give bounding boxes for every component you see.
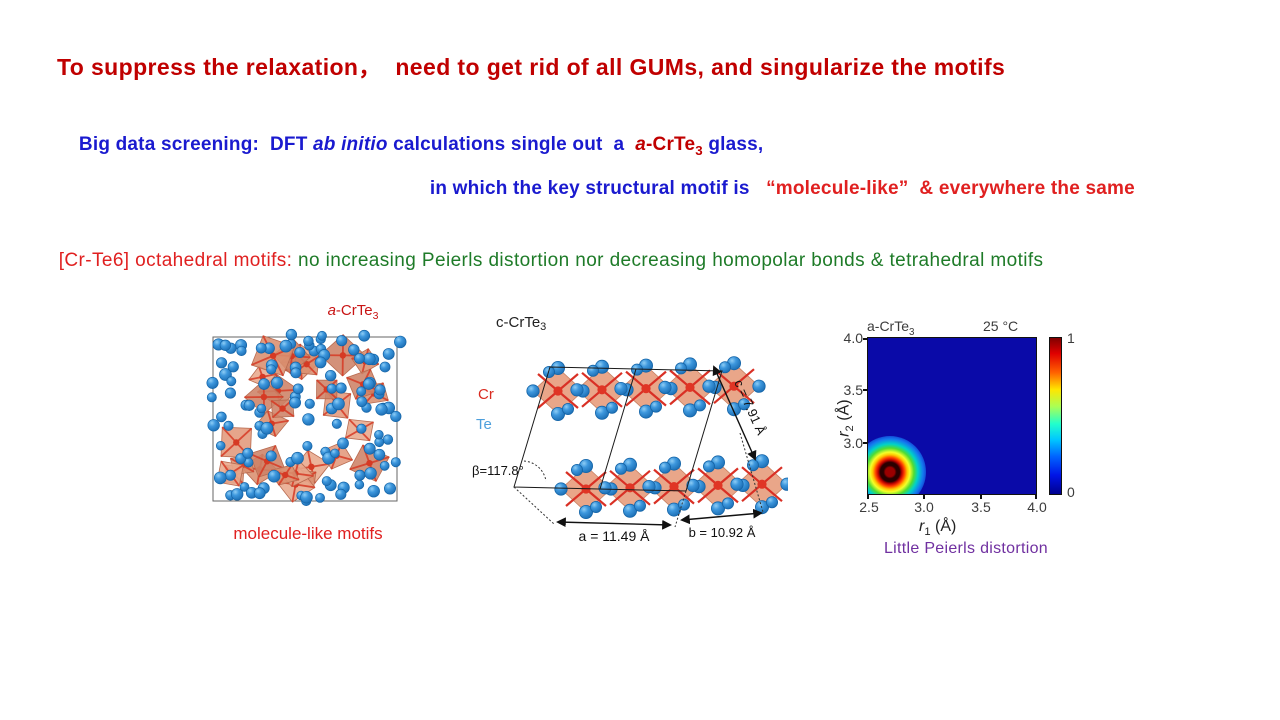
motif-description-line: [Cr-Te6] octahedral motifs: no increasin… — [36, 228, 1043, 294]
motif-text: no increasing Peierls distortion nor dec… — [298, 250, 1044, 271]
heatmap-hotspot — [868, 436, 926, 494]
x-tick-label: 4.0 — [1027, 499, 1047, 515]
a-dimension-label: a = 11.49 Å — [579, 528, 651, 544]
y-tickmark — [863, 389, 867, 391]
heatmap-plot-area — [867, 337, 1037, 495]
motif-label: [Cr-Te6] octahedral motifs: — [58, 250, 299, 271]
y-tick-label: 3.0 — [843, 435, 863, 451]
heatmap-xlabel: r1 (Å) — [919, 518, 957, 539]
unit-cell-inner-edge — [599, 368, 637, 490]
x-tick-label: 3.5 — [971, 499, 991, 515]
amorphous-label: a-CrTe3 — [327, 302, 379, 322]
statement2-red: “molecule-like” & everywhere the same — [766, 178, 1135, 199]
figure-heatmap: a-CrTe3 25 °C 2.5 3.0 3.5 4.0 4.0 3.5 3.… — [833, 312, 1099, 568]
y-tickmark — [863, 442, 867, 444]
x-tickmark — [923, 495, 925, 499]
x-tickmark — [980, 495, 982, 499]
x-tickmark — [1035, 495, 1037, 499]
dimension-arrows — [556, 365, 763, 530]
heatmap-ylabel: r2 (Å) — [835, 399, 856, 437]
statement1-prefix: Big data screening: DFT — [78, 134, 314, 155]
beta-angle-label: β=117.8° — [472, 463, 524, 478]
statement-line-2: in which the key structural motif is “mo… — [408, 156, 1135, 222]
heatmap-caption: Little Peierls distortion — [883, 540, 1048, 557]
x-tick-label: 3.0 — [914, 499, 934, 515]
formula-a-crte3: a-CrTe3 — [635, 134, 703, 158]
legend-cr: Cr — [478, 386, 494, 403]
x-tick-label: 2.5 — [859, 499, 879, 515]
heatmap-title-left: a-CrTe3 — [867, 318, 915, 338]
amorphous-caption: molecule-like motifs — [233, 524, 383, 543]
y-tick-label: 3.5 — [843, 382, 863, 398]
figure-amorphous-structure: a-CrTe3 molecule-like motifs — [198, 300, 418, 558]
amorphous-structure-image — [206, 328, 407, 506]
amorphous-atoms — [206, 328, 407, 506]
crystal-label: c-CrTe3 — [496, 314, 546, 333]
octahedra-layers — [526, 356, 794, 519]
legend-te: Te — [476, 416, 492, 433]
colorbar-min-label: 0 — [1067, 484, 1075, 500]
colorbar-max-label: 1 — [1067, 330, 1075, 346]
statement1-middle: calculations single out a — [387, 134, 636, 155]
y-tickmark — [863, 338, 867, 340]
statement-line-1: Big data screening: DFT ab initio calcul… — [57, 112, 763, 180]
slide-title: To suppress the relaxation， need to get … — [57, 54, 1006, 80]
figure-crystal-structure: c-CrTe3 Cr Te β=117.8° a = 11.49 Å b = 1… — [458, 303, 794, 548]
y-tick-label: 4.0 — [843, 330, 863, 346]
colorbar — [1049, 337, 1062, 495]
statement1-suffix: glass, — [702, 134, 764, 155]
x-tickmark — [867, 495, 869, 499]
statement1-italic: ab initio — [313, 134, 388, 155]
statement2-blue: in which the key structural motif is — [429, 178, 767, 199]
heatmap-title-right: 25 °C — [983, 318, 1019, 334]
crystal-structure-image: c-CrTe3 Cr Te β=117.8° a = 11.49 Å b = 1… — [472, 314, 794, 544]
b-dimension-label: b = 10.92 Å — [689, 525, 756, 540]
